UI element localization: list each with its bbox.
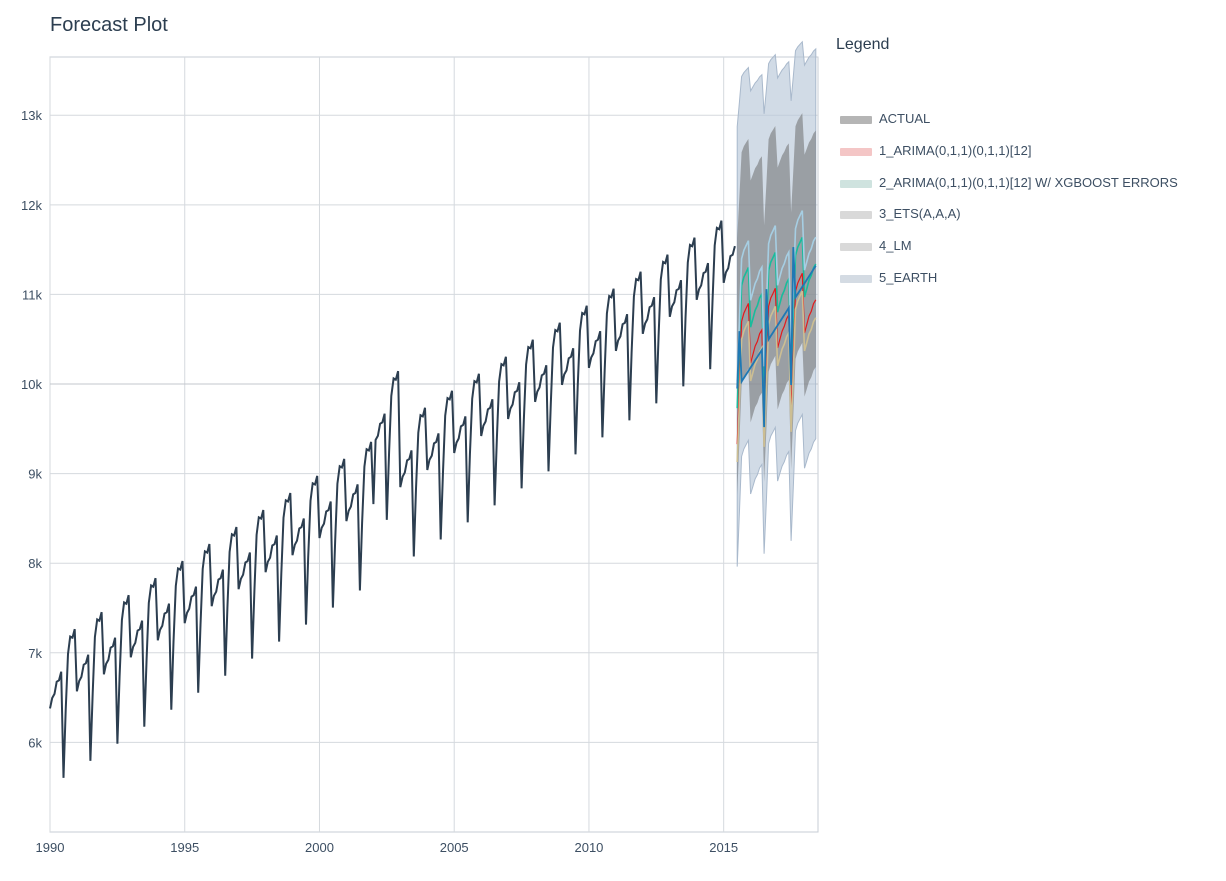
legend-swatch (840, 179, 872, 188)
legend-label: 3_ETS(A,A,A) (879, 206, 961, 222)
chart-title: Forecast Plot (50, 14, 168, 36)
x-tick-label: 1990 (36, 840, 65, 855)
legend-title: Legend (836, 36, 890, 53)
ets-line (736, 290, 817, 463)
y-tick-label: 9k (28, 467, 42, 482)
legend-swatch (840, 274, 872, 283)
legend-swatch (840, 211, 872, 220)
legend-item[interactable]: 5_EARTH (840, 268, 1220, 300)
legend-item[interactable]: 2_ARIMA(0,1,1)(0,1,1)[12] W/ XGBOOST ERR… (840, 173, 1220, 205)
y-tick-label: 11k (22, 287, 42, 302)
arima-xgb-line (736, 237, 817, 409)
y-tick-label: 10k (21, 377, 42, 392)
legend-swatch (840, 243, 872, 252)
y-tick-label: 7k (28, 646, 42, 661)
legend-item[interactable]: ACTUAL (840, 109, 1220, 141)
legend-swatch (840, 116, 872, 124)
y-tick-label: 12k (21, 198, 42, 213)
x-tick-label: 1995 (170, 840, 199, 855)
y-axis-ticks: 6k 7k 8k 9k 10k 11k 12k 13k (21, 108, 42, 750)
legend-label: ACTUAL (879, 111, 931, 126)
x-tick-label: 2010 (574, 840, 603, 855)
actual-line (49, 220, 736, 778)
legend-label: 2_ARIMA(0,1,1)(0,1,1)[12] W/ XGBOOST ERR… (879, 174, 1178, 190)
legend-item[interactable]: 1_ARIMA(0,1,1)(0,1,1)[12] (840, 141, 1220, 173)
y-tick-label: 13k (21, 108, 42, 123)
series-lines (49, 210, 817, 778)
legend: ACTUAL 1_ARIMA(0,1,1)(0,1,1)[12] 2_ARIMA(0… (840, 109, 1220, 300)
earth-line (736, 247, 817, 428)
y-tick-label: 8k (28, 556, 42, 571)
x-tick-label: 2005 (440, 840, 469, 855)
lm-line (736, 210, 817, 382)
legend-label: 4_LM (879, 238, 912, 254)
legend-label: 1_ARIMA(0,1,1)(0,1,1)[12] (879, 142, 1032, 158)
legend-label: 5_EARTH (879, 269, 938, 285)
y-tick-label: 6k (28, 735, 42, 750)
legend-item[interactable]: 4_LM (840, 236, 1220, 268)
x-tick-label: 2015 (709, 840, 738, 855)
x-axis-ticks: 1990 1995 2000 2005 2010 2015 (36, 840, 739, 855)
legend-swatch (840, 147, 872, 156)
x-tick-label: 2000 (305, 840, 334, 855)
legend-item[interactable]: 3_ETS(A,A,A) (840, 204, 1220, 236)
